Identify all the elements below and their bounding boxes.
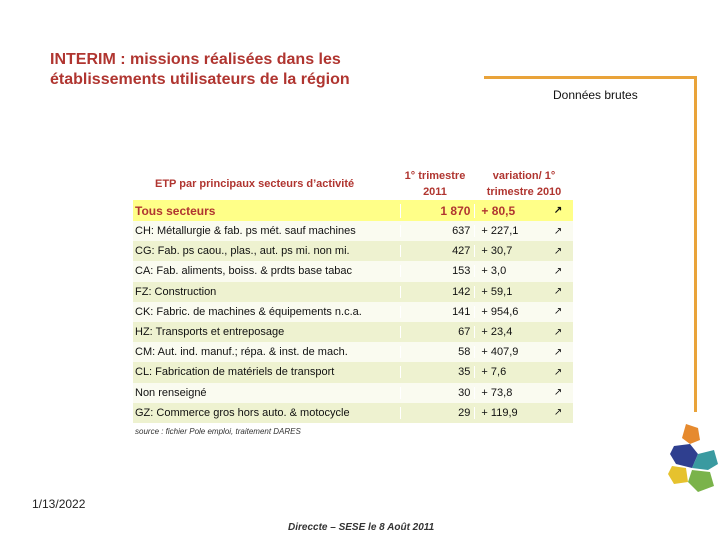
- row-variation: + 80,5: [474, 203, 543, 218]
- map-region-orange: [682, 424, 700, 444]
- row-label: CG: Fab. ps caou., plas., aut. ps mi. no…: [135, 245, 350, 258]
- row-variation: + 59,1: [474, 285, 543, 298]
- row-variation: + 954,6: [474, 305, 543, 318]
- table-row: HZ: Transports et entreposage 67 + 23,4 ↗: [133, 321, 573, 343]
- row-variation: + 407,9: [474, 346, 543, 359]
- row-value: 637: [399, 225, 475, 238]
- trend-arrow-icon: ↗: [553, 366, 563, 378]
- trend-arrow-icon: ↗: [553, 205, 563, 216]
- table-row: CA: Fab. aliments, boiss. & prdts base t…: [133, 261, 573, 282]
- header-variation: variation/ 1° trimestre 2010: [486, 170, 562, 198]
- row-value: 67: [399, 326, 475, 339]
- accent-line-vertical: [694, 76, 697, 412]
- map-region-blue: [670, 444, 698, 468]
- table-body: Tous secteurs 1 870 + 80,5 ↗ CH: Métallurgie…: [133, 200, 573, 423]
- row-label: Tous secteurs: [135, 203, 216, 218]
- row-value: 1 870: [399, 203, 475, 218]
- row-label: CA: Fab. aliments, boiss. & prdts base t…: [135, 265, 353, 278]
- table-row: Non renseigné 30 + 73,8 ↗: [133, 382, 573, 403]
- trend-arrow-icon: ↗: [553, 225, 563, 237]
- row-label: HZ: Transports et entreposage: [135, 326, 285, 339]
- row-variation: + 23,4: [474, 326, 543, 339]
- header-sectors: ETP par principaux secteurs d’activité: [155, 178, 355, 190]
- table-row: FZ: Construction 142 + 59,1 ↗: [133, 281, 573, 302]
- row-label: CL: Fabrication de matériels de transpor…: [135, 366, 335, 379]
- map-region-yellow: [668, 466, 688, 484]
- table-row: CK: Fabric. de machines & équipements n.…: [133, 301, 573, 322]
- trend-arrow-icon: ↗: [553, 306, 563, 318]
- row-value: 35: [399, 366, 475, 379]
- row-value: 153: [399, 265, 475, 278]
- interim-table: ETP par principaux secteurs d’activité 1…: [133, 168, 573, 436]
- row-label: Non renseigné: [135, 386, 207, 399]
- table-row: CG: Fab. ps caou., plas., aut. ps mi. no…: [133, 241, 573, 262]
- row-value: 142: [399, 285, 475, 298]
- trend-arrow-icon: ↗: [553, 326, 563, 338]
- row-value: 29: [399, 406, 475, 419]
- row-value: 141: [399, 305, 475, 318]
- row-value: 58: [399, 346, 475, 359]
- accent-line-horizontal: [484, 76, 696, 79]
- trend-arrow-icon: ↗: [553, 286, 563, 298]
- row-variation: + 119,9: [474, 406, 543, 419]
- map-region-green: [688, 470, 714, 492]
- row-label: CM: Aut. ind. manuf.; répa. & inst. de m…: [135, 346, 348, 359]
- trend-arrow-icon: ↗: [553, 387, 563, 399]
- table-row-total: Tous secteurs 1 870 + 80,5 ↗: [133, 200, 573, 221]
- map-region-teal: [692, 450, 718, 470]
- row-variation: + 73,8: [474, 386, 543, 399]
- region-map-logo: [668, 424, 718, 492]
- trend-arrow-icon: ↗: [553, 245, 563, 257]
- row-label: CK: Fabric. de machines & équipements n.…: [135, 305, 362, 318]
- row-variation: + 30,7: [474, 245, 543, 258]
- trend-arrow-icon: ↗: [553, 407, 563, 419]
- table-header: ETP par principaux secteurs d’activité 1…: [133, 168, 573, 200]
- row-label: CH: Métallurgie & fab. ps mét. sauf mach…: [135, 225, 356, 238]
- raw-data-label: Données brutes: [553, 88, 638, 102]
- table-row: GZ: Commerce gros hors auto. & motocycle…: [133, 402, 573, 423]
- row-value: 427: [399, 245, 475, 258]
- slide-title: INTERIM : missions réalisées dans les ét…: [50, 51, 350, 88]
- table-source: source : fichier Pole emploi, traitement…: [135, 426, 301, 436]
- table-row: CM: Aut. ind. manuf.; répa. & inst. de m…: [133, 342, 573, 363]
- trend-arrow-icon: ↗: [553, 346, 563, 358]
- row-value: 30: [399, 386, 475, 399]
- table-row: CL: Fabrication de matériels de transpor…: [133, 362, 573, 383]
- trend-arrow-icon: ↗: [553, 265, 563, 277]
- row-label: GZ: Commerce gros hors auto. & motocycle: [135, 406, 350, 419]
- row-variation: + 3,0: [474, 265, 543, 278]
- table-row: CH: Métallurgie & fab. ps mét. sauf mach…: [133, 221, 573, 242]
- slide-footer: Direccte – SESE le 8 Août 2011: [288, 522, 435, 533]
- row-variation: + 227,1: [474, 225, 543, 238]
- row-label: FZ: Construction: [135, 285, 217, 298]
- row-variation: + 7,6: [474, 366, 543, 379]
- header-quarter: 1° trimestre 2011: [404, 170, 466, 198]
- slide-date: 1/13/2022: [32, 497, 86, 511]
